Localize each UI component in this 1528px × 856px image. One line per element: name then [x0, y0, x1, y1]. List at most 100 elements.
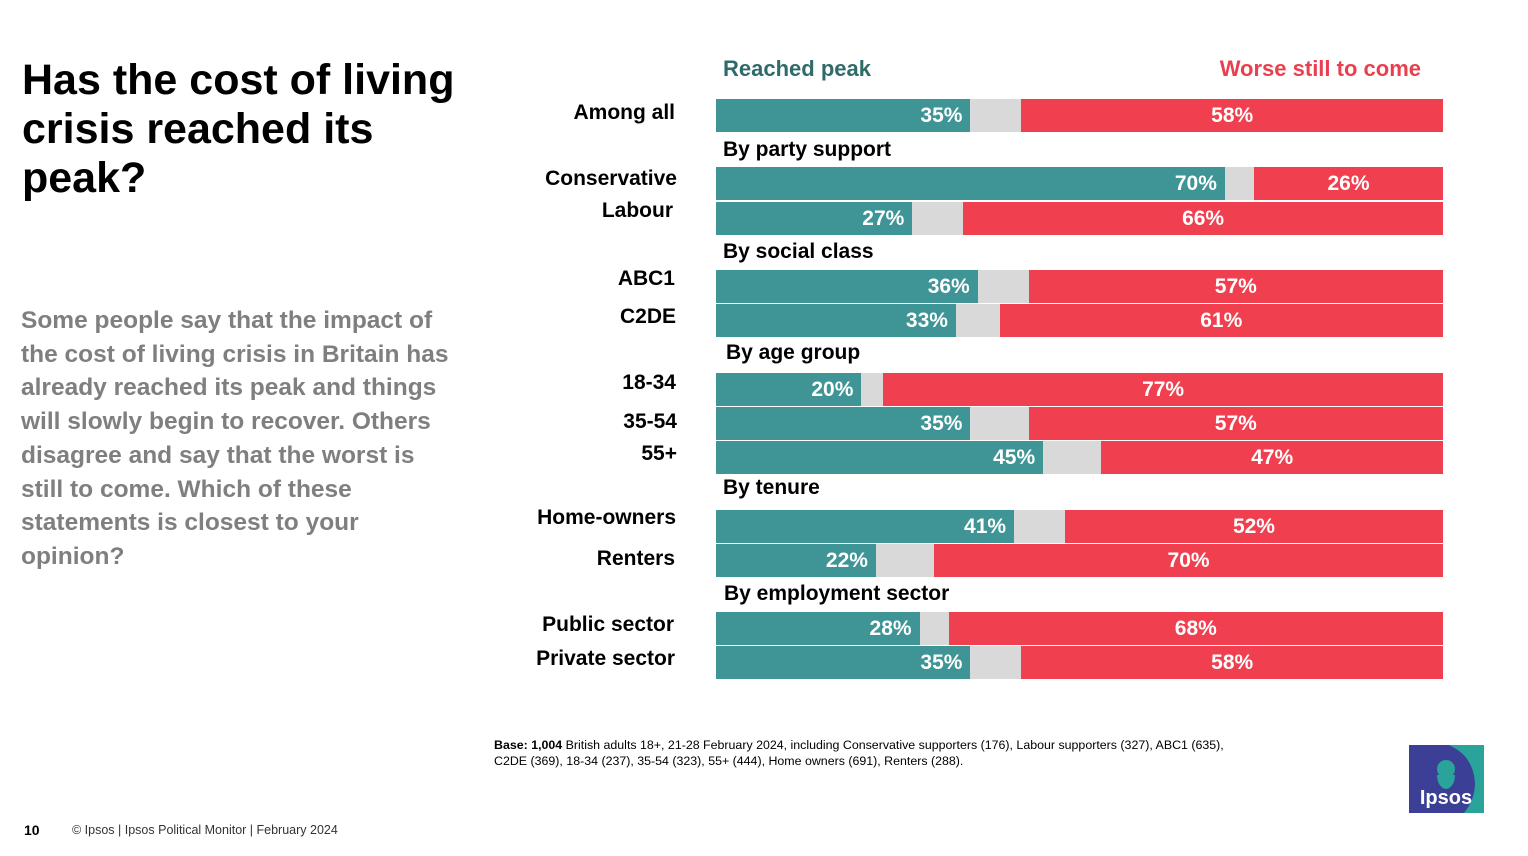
value-label-reached-peak: 22%: [825, 549, 868, 572]
ipsos-logo: Ipsos: [1409, 745, 1484, 813]
bar-18-34: 20% 77%: [716, 373, 1443, 406]
value-label-worse: 58%: [1211, 104, 1254, 127]
bar-segment-worse: [948, 612, 1443, 645]
base-note: Base: 1,004 British adults 18+, 21-28 Fe…: [494, 737, 1254, 769]
value-label-worse: 77%: [1142, 378, 1185, 401]
bar-segment-reached-peak: [716, 441, 1044, 474]
page-number: 10: [24, 822, 40, 838]
bar-c2de: 33% 61%: [716, 304, 1443, 337]
value-label-reached-peak: 35%: [920, 412, 963, 435]
bar-segment-neutral: [919, 612, 949, 645]
bar-private-sector: 35% 58%: [716, 646, 1443, 679]
bar-segment-worse: [1021, 99, 1443, 132]
bar-segment-reached-peak: [716, 99, 971, 132]
value-label-worse: 57%: [1214, 412, 1257, 435]
bar-segment-neutral: [912, 202, 964, 235]
value-label-reached-peak: 28%: [869, 617, 912, 640]
bar-segment-worse: [963, 202, 1443, 235]
logo-text: Ipsos: [1420, 787, 1472, 809]
footer-copyright: © Ipsos | Ipsos Political Monitor | Febr…: [72, 823, 338, 837]
logo-body: [1437, 775, 1455, 789]
value-label-reached-peak: 36%: [927, 275, 970, 298]
value-label-worse: 57%: [1214, 275, 1257, 298]
bar-segment-reached-peak: [716, 202, 913, 235]
bar-segment-worse: [1101, 441, 1443, 474]
bar-segment-worse: [1028, 407, 1443, 440]
bar-public-sector: 28% 68%: [716, 612, 1443, 645]
row-label-home-owners: Home-owners: [537, 506, 676, 529]
bar-segment-neutral: [875, 544, 935, 577]
base-note-text: British adults 18+, 21-28 February 2024,…: [494, 738, 1224, 768]
bar-segment-neutral: [970, 407, 1029, 440]
value-label-worse: 61%: [1200, 309, 1243, 332]
question-text: Some people say that the impact of the c…: [21, 307, 449, 570]
value-label-worse: 52%: [1232, 515, 1275, 538]
bar-55-: 45% 47%: [716, 441, 1443, 474]
section-label-by-party-support: By party support: [723, 138, 892, 161]
row-label-renters: Renters: [596, 547, 675, 570]
bar-segment-worse: [883, 373, 1443, 406]
value-label-reached-peak: 35%: [920, 651, 963, 674]
bar-segment-neutral: [955, 304, 1000, 337]
value-label-reached-peak: 20%: [811, 378, 854, 401]
bar-abc1: 36% 57%: [716, 270, 1443, 303]
section-label-by-employment-sector: By employment sector: [724, 582, 950, 605]
bar-segment-reached-peak: [716, 612, 920, 645]
bar-segment-neutral: [970, 99, 1022, 132]
bar-segment-neutral: [1043, 441, 1102, 474]
section-label-by-social-class: By social class: [723, 240, 874, 263]
bar-renters: 22% 70%: [716, 544, 1443, 577]
row-label-abc1: ABC1: [617, 267, 675, 290]
bar-segment-neutral: [970, 646, 1022, 679]
bar-segment-worse: [999, 304, 1443, 337]
bar-segment-worse: [1064, 510, 1443, 543]
value-label-reached-peak: 45%: [993, 446, 1036, 469]
bar-segment-neutral: [861, 373, 884, 406]
value-label-reached-peak: 27%: [862, 207, 905, 230]
bar-segment-reached-peak: [716, 407, 971, 440]
bar-segment-reached-peak: [716, 373, 862, 406]
bar-conservative: 70% 26%: [716, 167, 1443, 200]
row-label-c2de: C2DE: [619, 305, 676, 328]
value-label-worse: 58%: [1211, 651, 1254, 674]
row-label-labour: Labour: [601, 199, 673, 222]
bar-segment-reached-peak: [716, 544, 876, 577]
value-label-worse: 68%: [1174, 617, 1217, 640]
value-label-worse: 26%: [1327, 172, 1370, 195]
bar-segment-reached-peak: [716, 270, 978, 303]
value-label-reached-peak: 33%: [905, 309, 948, 332]
base-note-prefix: Base: 1,004: [494, 738, 563, 752]
row-label-conservative: Conservative: [545, 167, 677, 190]
row-label-18-34: 18-34: [622, 371, 676, 394]
page-title: Has the cost of living crisis reached it…: [22, 56, 455, 202]
bar-segment-worse: [1253, 167, 1443, 200]
legend-reached-peak: Reached peak: [723, 56, 871, 81]
bar-segment-neutral: [1224, 167, 1254, 200]
bar-segment-reached-peak: [716, 167, 1225, 200]
legend-worse-still-to-come: Worse still to come: [1219, 56, 1421, 81]
value-label-worse: 66%: [1182, 207, 1225, 230]
logo-accent: [1449, 745, 1484, 813]
row-label-public-sector: Public sector: [542, 613, 674, 636]
bar-segment-worse: [1021, 646, 1443, 679]
value-label-reached-peak: 35%: [920, 104, 963, 127]
bar-segment-reached-peak: [716, 646, 971, 679]
value-label-worse: 47%: [1251, 446, 1294, 469]
section-label-by-age-group: By age group: [726, 341, 861, 364]
row-label-private-sector: Private sector: [536, 647, 675, 670]
stacked-bar-chart: By party support By social class By age gr…: [536, 99, 1443, 679]
bar-segment-reached-peak: [716, 510, 1015, 543]
bar-35-54: 35% 57%: [716, 407, 1443, 440]
bar-segment-neutral: [1014, 510, 1065, 543]
row-label-among-all: Among all: [573, 101, 675, 124]
bar-segment-worse: [1028, 270, 1443, 303]
bar-segment-neutral: [977, 270, 1029, 303]
row-label-55-: 55+: [641, 442, 677, 465]
logo-head: [1437, 760, 1455, 778]
row-label-35-54: 35-54: [623, 410, 677, 433]
bar-among-all: 35% 58%: [716, 99, 1443, 132]
value-label-reached-peak: 41%: [964, 515, 1007, 538]
value-label-worse: 70%: [1167, 549, 1210, 572]
bar-segment-reached-peak: [716, 304, 956, 337]
value-label-reached-peak: 70%: [1174, 172, 1217, 195]
